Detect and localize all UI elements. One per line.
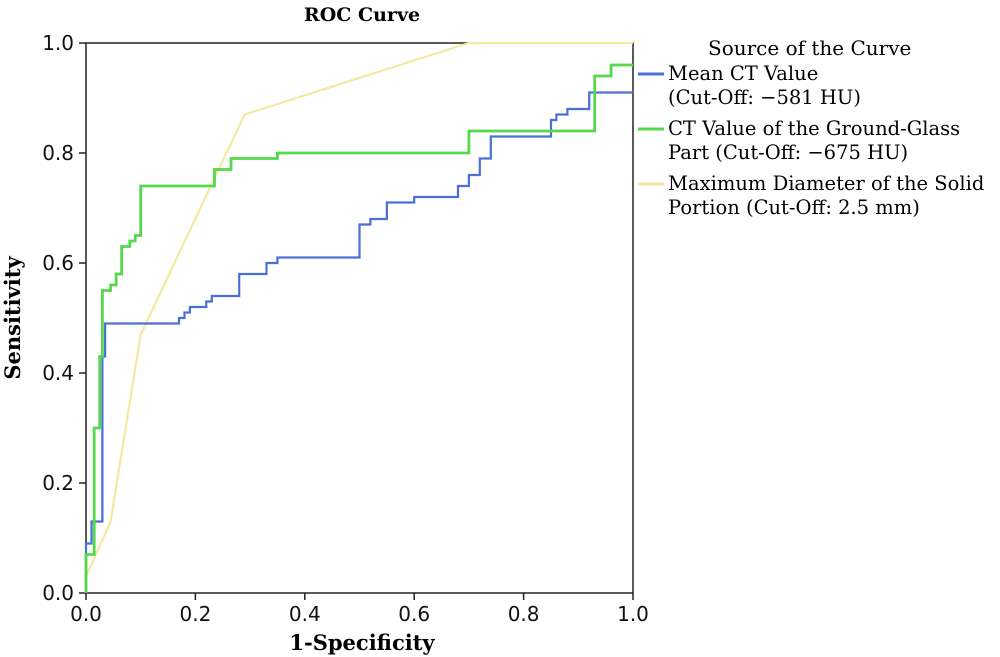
x-tick-label: 0.8 (508, 602, 540, 626)
legend-entry-2-line-1: Portion (Cut-Off: 2.5 mm) (668, 196, 920, 219)
x-tick-label: 0.0 (70, 602, 102, 626)
legend-entry-2-line-0: Maximum Diameter of the Solid (668, 172, 984, 195)
y-axis: 0.0 0.2 0.4 0.6 0.8 1.0 (42, 31, 86, 605)
y-tick-label: 1.0 (42, 31, 74, 55)
legend-entry-0-line-1: (Cut-Off: −581 HU) (668, 86, 861, 109)
y-tick-label: 0.0 (42, 581, 74, 605)
plot-frame (85, 42, 634, 594)
x-tick-label: 1.0 (617, 602, 649, 626)
x-tick-label: 0.4 (289, 602, 321, 626)
legend-entry-0-line-0: Mean CT Value (668, 62, 818, 85)
y-tick-label: 0.8 (42, 141, 74, 165)
legend-title: Source of the Curve (708, 36, 911, 60)
series-line-2 (84, 41, 633, 577)
y-tick-label: 0.2 (42, 471, 74, 495)
series-layer (84, 41, 633, 593)
x-tick-label: 0.6 (398, 602, 430, 626)
y-tick-label: 0.6 (42, 251, 74, 275)
legend-entry-1-line-0: CT Value of the Ground-Glass (668, 117, 960, 140)
y-tick-label: 0.4 (42, 361, 74, 385)
chart-title: ROC Curve (304, 4, 420, 26)
x-axis-label: 1-Specificity (289, 630, 435, 655)
series-line-0 (84, 91, 633, 593)
x-axis: 0.0 0.2 0.4 0.6 0.8 1.0 (70, 593, 649, 626)
y-axis-label: Sensitivity (0, 256, 25, 380)
legend-entry-1-line-1: Part (Cut-Off: −675 HU) (668, 141, 908, 164)
x-tick-label: 0.2 (179, 602, 211, 626)
series-line-1 (84, 63, 633, 593)
legend: Source of the Curve Mean CT Value(Cut-Of… (638, 36, 984, 219)
